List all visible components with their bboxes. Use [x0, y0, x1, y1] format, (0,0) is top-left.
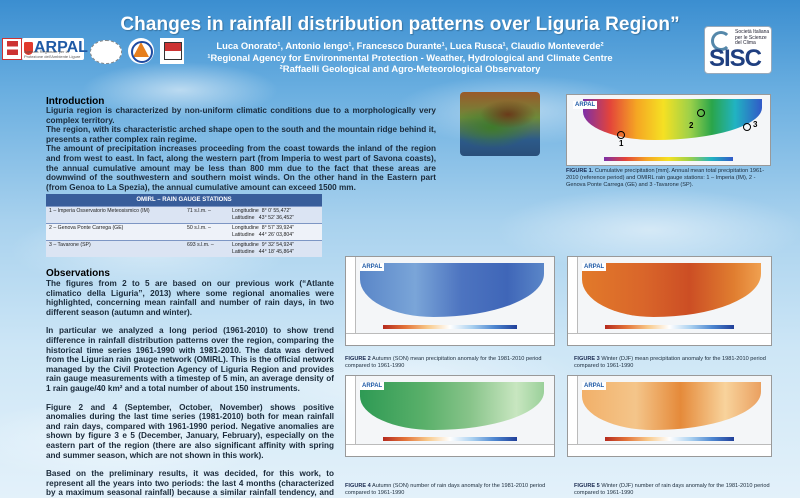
anomaly-color-scale	[383, 325, 517, 329]
obs-paragraph-3: Figure 2 and 4 (September, October, Nove…	[46, 402, 334, 460]
introduction-heading: Introduction	[46, 96, 105, 107]
arpal-badge: ARPAL	[582, 382, 607, 390]
figure-2-map: ARPAL	[345, 256, 555, 346]
station-marker-1	[617, 131, 625, 139]
station-coords: Longitudine 8° 0’ 55,472” Latitudine 43° …	[228, 206, 322, 224]
anomaly-color-scale	[604, 437, 735, 441]
figure-1-map: ARPAL 1 2 3	[566, 94, 771, 166]
omirl-stations-table: OMIRL – RAIN GAUGE STATIONS 1 – Imperia …	[46, 194, 322, 257]
sisc-logo-subtext: Società Italiana per le Scienze del Clim…	[735, 29, 770, 46]
figure-4-map: ARPAL	[345, 375, 555, 457]
station-label-2: 2	[689, 121, 694, 130]
color-scale	[603, 157, 734, 161]
figure-5-caption: FIGURE 5 Winter (DJF) number of rain day…	[574, 483, 770, 496]
station-coords: Longitudine 8° 57’ 39,924” Latitudine 44°…	[228, 223, 322, 241]
sisc-swirl-icon	[711, 31, 731, 51]
anomaly-color-scale	[604, 325, 735, 329]
obs-paragraph-4: Based on the preliminary results, it was…	[46, 469, 334, 498]
intro-paragraph-3: The amount of precipitation increases pr…	[46, 144, 436, 192]
arpal-logo-subtext: Agenzia Regionale per la Protezione dell…	[24, 49, 81, 59]
station-label-3: 3	[753, 120, 758, 129]
regional-crest-logo	[160, 38, 184, 64]
station-label-1: 1	[619, 139, 624, 148]
arpal-badge: ARPAL	[360, 382, 385, 390]
arpal-logo: ARPAL Agenzia Regionale per la Protezione…	[22, 38, 88, 60]
figure-3-caption: FIGURE 3 Winter (DJF) mean precipitation…	[574, 356, 766, 369]
arpal-badge: ARPAL	[582, 263, 607, 271]
introduction-text: Liguria region is characterized by non-u…	[46, 106, 436, 192]
table-header: OMIRL – RAIN GAUGE STATIONS	[46, 194, 322, 207]
station-alt: 693 s.l.m. –	[184, 240, 229, 257]
civil-protection-logo	[128, 38, 154, 64]
arpal-drop-icon	[24, 42, 33, 55]
anomaly-color-scale	[383, 437, 517, 441]
station-coords: Longitudine 9° 32’ 54,924” Latitudine 44°…	[228, 240, 322, 257]
station-alt: 50 s.l.m. –	[184, 223, 229, 241]
affiliation-1: ¹Regional Agency for Environmental Prote…	[207, 51, 613, 63]
figure-1-caption: FIGURE 1. Cumulative precipitation [mm].…	[566, 168, 765, 188]
table-row: 1 – Imperia Osservatorio Meteosismico (I…	[46, 206, 322, 224]
figure-5-map: ARPAL	[567, 375, 772, 457]
table-row: 2 – Genova Ponte Carrega (GE) 50 s.l.m. …	[46, 223, 322, 241]
sisc-logo: Società Italiana per le Scienze del Clim…	[704, 26, 772, 74]
arpal-logo-text: ARPAL	[34, 39, 88, 56]
intro-paragraph-2: The region, with its characteristic arch…	[46, 125, 436, 144]
obs-paragraph-2: In particular we analyzed a long period …	[46, 326, 334, 393]
poster-title: Changes in rainfall distribution pattern…	[120, 14, 680, 35]
arpal-badge: ARPAL	[573, 101, 598, 109]
arpal-badge: ARPAL	[360, 263, 385, 271]
liguria-region-logo	[2, 38, 22, 60]
station-name: 2 – Genova Ponte Carrega (GE)	[46, 223, 184, 241]
station-name: 3 – Tavarone (SP)	[46, 240, 184, 257]
figure-2-caption: FIGURE 2 Autumn (SON) mean precipitation…	[345, 356, 542, 369]
intro-paragraph-1: Liguria region is characterized by non-u…	[46, 106, 436, 125]
figure-3-map: ARPAL	[567, 256, 772, 346]
station-marker-2	[697, 109, 705, 117]
partner-ring-logo	[90, 40, 122, 64]
station-name: 1 – Imperia Osservatorio Meteosismico (I…	[46, 206, 184, 224]
liguria-relief-image	[460, 92, 540, 156]
obs-paragraph-1: The figures from 2 to 5 are based on our…	[46, 279, 334, 317]
observations-heading: Observations	[46, 268, 110, 279]
station-marker-3	[743, 123, 751, 131]
table-row: 3 – Tavarone (SP) 693 s.l.m. – Longitudi…	[46, 240, 322, 257]
figure-4-caption: FIGURE 4 Autumn (SON) number of rain day…	[345, 483, 546, 496]
authors-block: Luca Onorato¹, Antonio Iengo¹, Francesco…	[150, 40, 670, 75]
sisc-logo-text: SISC	[709, 45, 762, 72]
authors-names: Luca Onorato¹, Antonio Iengo¹, Francesco…	[216, 40, 604, 51]
observations-text: The figures from 2 to 5 are based on our…	[46, 279, 334, 498]
station-alt: 71 s.l.m. –	[184, 206, 229, 224]
affiliation-2: ²Raffaelli Geological and Agro-Meteorolo…	[279, 63, 541, 74]
